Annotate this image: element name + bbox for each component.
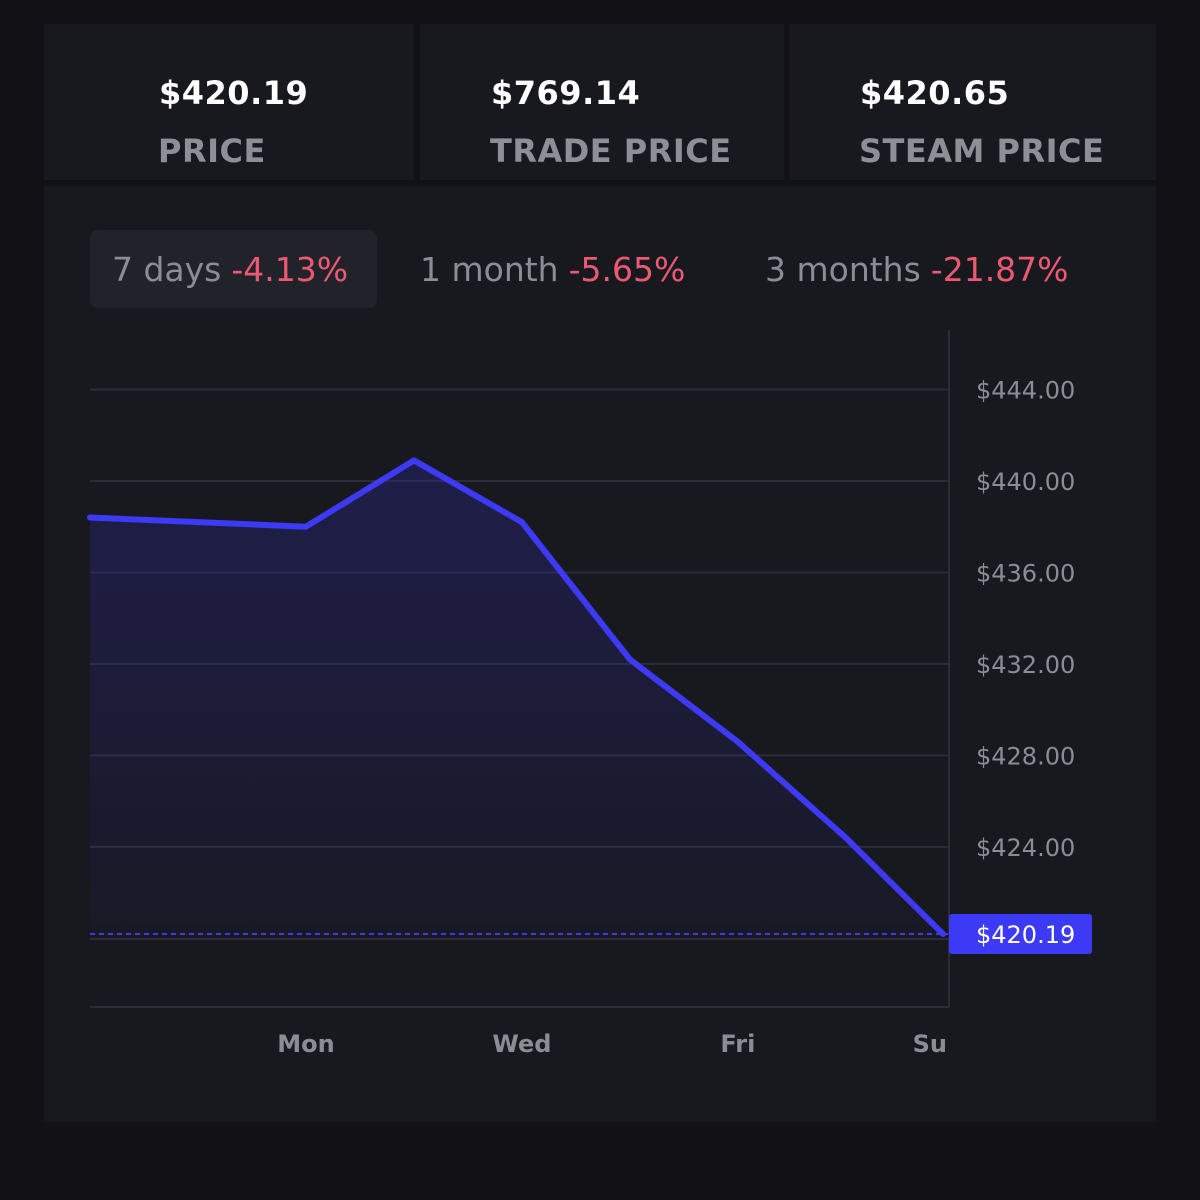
tab-7-days[interactable]: 7 days -4.13% [90, 230, 377, 308]
y-tick-label: $424.00 [976, 834, 1075, 862]
x-tick-labels: Mon Wed Fri Su [277, 1030, 947, 1058]
trade-price-value: $769.14 [491, 74, 641, 112]
y-tick-label: $436.00 [976, 559, 1075, 587]
stat-card-price: $420.19 PRICE [44, 24, 414, 180]
tab-7-days-label: 7 days [112, 249, 222, 289]
steam-price-label: STEAM PRICE [859, 132, 1105, 170]
tab-1-month-label: 1 month [420, 249, 559, 289]
stat-card-steam-price: $420.65 STEAM PRICE [790, 24, 1156, 180]
y-tick-label: $440.00 [976, 468, 1075, 496]
price-label: PRICE [158, 132, 266, 170]
price-value: $420.19 [159, 74, 309, 112]
tab-3-months[interactable]: 3 months -21.87% [743, 230, 1091, 308]
tab-7-days-change: -4.13% [231, 249, 349, 289]
y-tick-labels: $444.00 $440.00 $436.00 $432.00 $428.00 $424.… [976, 376, 1075, 861]
y-tick-label: $432.00 [976, 651, 1075, 679]
x-tick-label: Su [913, 1030, 947, 1058]
price-series-line [87, 457, 946, 937]
y-tick-label: $428.00 [976, 742, 1075, 770]
current-price-badge: $420.19 [949, 914, 1092, 955]
y-tick-label: $444.00 [976, 376, 1075, 404]
price-area-fill [90, 460, 943, 934]
tab-3-months-label: 3 months [765, 249, 921, 289]
tab-3-months-change: -21.87% [930, 249, 1069, 289]
stat-card-trade-price: $769.14 TRADE PRICE [420, 24, 784, 180]
x-tick-label: Wed [492, 1030, 551, 1058]
tab-1-month[interactable]: 1 month -5.65% [398, 230, 707, 308]
tab-1-month-change: -5.65% [568, 249, 686, 289]
trade-price-label: TRADE PRICE [490, 132, 732, 170]
x-tick-label: Mon [277, 1030, 334, 1058]
x-tick-label: Fri [720, 1030, 755, 1058]
current-price-badge-bg [949, 914, 1092, 955]
current-price-badge-text: $420.19 [976, 921, 1075, 949]
steam-price-value: $420.65 [860, 74, 1010, 112]
